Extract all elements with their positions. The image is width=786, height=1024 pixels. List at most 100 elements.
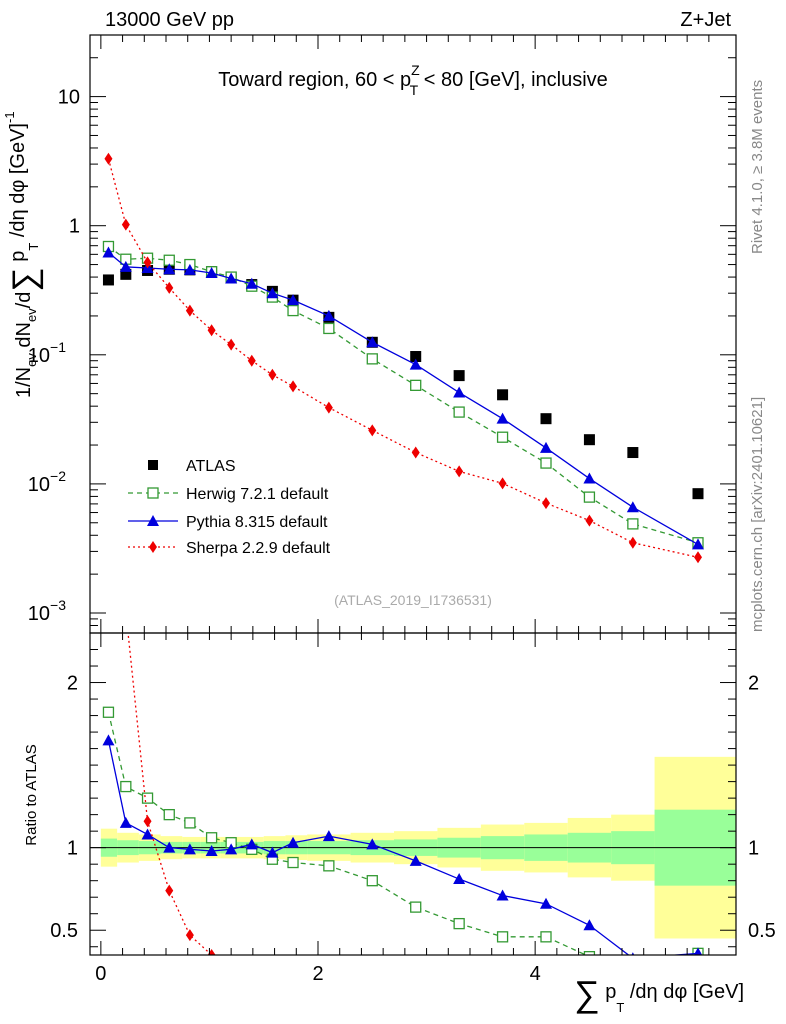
ratio-point-herwig xyxy=(496,931,509,943)
point-atlas xyxy=(583,434,595,446)
main-panel: 10 1 10−1 10−2 10−3 Toward region, 60 < pZ T … xyxy=(2,34,737,634)
ratio-series-pythia xyxy=(102,734,703,955)
main-title-sup: Z xyxy=(411,62,420,78)
point-pythia xyxy=(366,336,379,348)
header-right: Z+Jet xyxy=(680,9,731,31)
point-pythia xyxy=(205,267,218,279)
ratio-point-herwig xyxy=(141,792,154,804)
ratio-ticks: 0.5 0.5 1 1 2 2 0 2 4 xyxy=(50,632,776,985)
ratio-point-sherpa xyxy=(143,815,152,828)
ratio-point-sherpa xyxy=(248,964,256,976)
ratio-point-pythia xyxy=(183,843,196,855)
ratio-point-herwig xyxy=(583,951,596,955)
point-herwig xyxy=(287,304,299,317)
x-tick-label: 0 xyxy=(95,963,106,985)
ratio-point-herwig xyxy=(184,817,196,829)
ratio-y-tick-label-right: 2 xyxy=(748,673,759,695)
ratio-point-pythia xyxy=(583,919,596,931)
ratio-point-herwig xyxy=(163,808,175,821)
point-pythia xyxy=(287,294,300,306)
point-sherpa xyxy=(368,424,377,437)
ratio-point-sherpa xyxy=(289,972,297,984)
x-axis-label: ∑ pT /dη dφ [GeV] xyxy=(574,973,744,1015)
point-pythia xyxy=(409,358,422,370)
ratio-point-pythia xyxy=(141,828,154,840)
ratio-point-pythia xyxy=(225,843,238,855)
ratio-point-pythia xyxy=(205,844,218,856)
ratio-point-pythia xyxy=(163,841,176,853)
point-atlas xyxy=(410,351,422,363)
point-sherpa xyxy=(121,218,130,231)
point-sherpa xyxy=(324,401,333,414)
ratio-point-herwig xyxy=(323,860,335,872)
point-atlas xyxy=(627,447,639,459)
point-pythia xyxy=(583,472,596,484)
ratio-y-tick-label: 0.5 xyxy=(50,920,78,942)
point-herwig xyxy=(453,406,465,418)
ratio-y-tick-label: 2 xyxy=(67,673,78,695)
x-tick-label: 2 xyxy=(312,963,323,985)
ratio-point-pythia xyxy=(693,947,703,955)
legend-marker-herwig xyxy=(147,487,159,499)
ratio-point-herwig xyxy=(205,832,218,844)
point-herwig xyxy=(366,353,378,365)
ratio-point-herwig xyxy=(287,856,299,869)
point-pythia xyxy=(266,287,279,299)
header-left: 13000 GeV pp xyxy=(105,9,234,31)
main-title-sub: T xyxy=(410,82,419,98)
main-y-tick-label: 1 xyxy=(69,216,80,238)
ratio-y-tick-label-right: 1 xyxy=(748,838,759,860)
main-title-prefix: Toward region, 60 < p xyxy=(218,69,411,91)
point-atlas xyxy=(540,413,552,425)
point-pythia xyxy=(119,260,132,272)
point-sherpa xyxy=(185,304,194,317)
main-y-tick-label: 10−2 xyxy=(28,468,66,496)
legend-label-herwig: Herwig 7.2.1 default xyxy=(186,486,329,503)
point-sherpa xyxy=(104,152,113,165)
ratio-panel: 0.5 0.5 1 1 2 2 0 2 4 Ratio to ATLAS ∑ pT /dη dφ… xyxy=(23,606,776,1015)
main-title-suffix: < 80 [GeV], inclusive xyxy=(418,69,608,91)
ratio-point-herwig xyxy=(102,706,115,718)
ratio-point-pythia xyxy=(287,836,300,848)
ratio-point-pythia xyxy=(496,889,509,901)
source-label: mcplots.cern.ch [arXiv:2401.10621] xyxy=(749,397,766,632)
point-pythia xyxy=(626,501,639,513)
ratio-point-pythia xyxy=(102,734,115,746)
ratio-point-sherpa xyxy=(122,606,130,618)
point-pythia xyxy=(183,263,196,275)
main-y-label: 1/Nev dNev/d∑ pT /dη dφ [GeV]-1 xyxy=(2,111,44,398)
ratio-point-sherpa xyxy=(368,972,376,984)
point-sherpa xyxy=(585,514,594,527)
point-pythia xyxy=(245,277,258,289)
ratio-point-sherpa xyxy=(455,977,463,989)
analysis-watermark: (ATLAS_2019_I1736531) xyxy=(334,592,492,608)
ratio-y-tick-label-right: 0.5 xyxy=(748,920,776,942)
ratio-point-herwig xyxy=(628,967,638,977)
ratio-point-sherpa xyxy=(227,957,235,969)
ratio-point-herwig xyxy=(366,875,378,887)
ratio-point-pythia xyxy=(540,897,552,909)
legend-entry-atlas: ATLAS xyxy=(148,458,236,475)
point-sherpa xyxy=(227,338,236,351)
ratio-point-pythia xyxy=(366,838,379,850)
ratio-point-pythia xyxy=(322,830,335,842)
ratio-point-herwig xyxy=(410,901,422,913)
point-pythia xyxy=(496,412,509,424)
point-sherpa xyxy=(207,324,216,337)
main-y-ticks: 10 1 10−1 10−2 10−3 xyxy=(28,34,736,634)
point-pythia xyxy=(453,386,466,398)
point-atlas xyxy=(453,370,465,382)
ratio-point-sherpa xyxy=(697,953,699,955)
point-pythia xyxy=(163,263,176,275)
point-pythia xyxy=(322,309,335,321)
ratio-point-herwig xyxy=(540,931,552,943)
legend-entry-herwig: Herwig 7.2.1 default xyxy=(128,486,329,503)
point-atlas xyxy=(692,488,704,500)
legend-marker-atlas xyxy=(148,460,158,470)
legend-marker-sherpa xyxy=(149,541,157,553)
series-sherpa xyxy=(104,152,702,564)
point-pythia xyxy=(540,441,552,453)
main-series xyxy=(102,152,704,564)
legend-label-pythia: Pythia 8.315 default xyxy=(186,514,328,531)
